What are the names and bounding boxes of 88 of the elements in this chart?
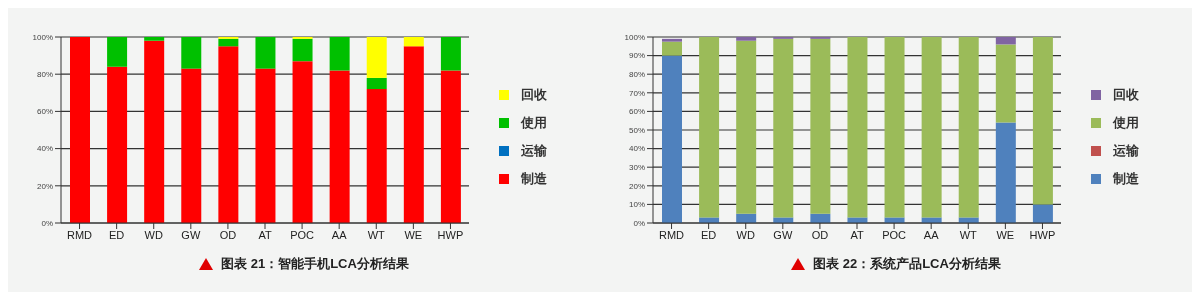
x-tick-label: OD [811,228,829,241]
y-tick-label: 100% [624,32,645,42]
x-tick-label: WD [144,228,163,241]
y-tick-label: 30% [628,163,645,173]
bar [736,40,757,214]
bar [181,68,202,223]
x-tick-label: AT [258,228,272,241]
x-tick-label: WE [404,228,423,241]
x-tick-label: HWP [437,228,464,241]
y-tick-label: 20% [628,181,645,191]
y-tick-label: 90% [628,51,645,61]
bar [440,37,461,71]
x-tick-label: OD [219,228,237,241]
legend-label: 使用 [1113,114,1139,132]
bar [107,37,128,67]
x-tick-label: AA [923,228,940,241]
x-tick-label: POC [882,228,907,241]
x-tick-label: HWP [1029,228,1056,241]
x-tick-label: WT [367,228,386,241]
legend-label: 使用 [521,114,547,132]
bar [70,37,90,223]
bar [1032,204,1053,223]
bar [958,37,979,218]
bar [144,40,165,223]
y-tick-label: 0% [633,218,645,228]
x-tick-label: ED [701,228,717,241]
bar [699,37,720,218]
bar [662,41,682,56]
bar [218,38,239,47]
bar [329,37,350,71]
x-tick-label: AT [850,228,864,241]
legend-label: 制造 [521,170,547,188]
bar [366,77,387,90]
bar [181,37,202,69]
y-tick-label: 0% [41,218,53,228]
x-tick-label: WT [959,228,978,241]
y-tick-label: 80% [36,70,53,80]
legend-label: 回收 [1113,86,1139,104]
bar [292,61,313,223]
x-tick-label: GW [181,228,201,241]
text: 图表 21：智能手机LCA分析结果 [221,255,409,273]
legend-label: 制造 [1113,170,1139,188]
x-tick-label: AA [331,228,348,241]
bar [144,37,165,41]
legend-label: 回收 [521,86,547,104]
text: 图表 22：系统产品LCA分析结果 [813,255,1001,273]
bar [884,37,905,218]
y-tick-label: 100% [32,32,53,42]
bar [995,44,1016,123]
bar [995,37,1016,45]
y-tick-label: 40% [36,144,53,154]
y-tick-label: 50% [628,125,645,135]
bar [773,38,794,218]
bar [995,122,1016,223]
y-tick-label: 60% [628,107,645,117]
x-tick-label: RMD [659,228,685,241]
y-tick-label: 40% [628,144,645,154]
x-tick-label: ED [109,228,125,241]
x-tick-label: POC [290,228,315,241]
legend-label: 运输 [1113,142,1139,160]
bar [366,37,387,78]
y-tick-label: 10% [628,200,645,210]
bar [255,37,276,69]
bar [107,66,128,223]
x-tick-label: GW [773,228,793,241]
bar [329,70,350,223]
bar [255,68,276,223]
x-tick-label: RMD [67,228,93,241]
bar [736,37,757,41]
y-tick-label: 70% [628,88,645,98]
bar [403,46,424,223]
bar [662,55,682,223]
legend-label: 运输 [521,142,547,160]
bar [218,46,239,223]
bar [662,38,682,42]
bar [366,89,387,223]
bar [292,38,313,62]
bar [1032,37,1053,205]
bar [403,37,424,47]
bar [440,70,461,223]
y-tick-label: 60% [36,107,53,117]
bar [847,37,868,218]
y-tick-label: 20% [36,181,53,191]
bar [921,37,942,218]
y-tick-label: 80% [628,70,645,80]
bar [810,38,831,214]
x-tick-label: WD [736,228,755,241]
x-tick-label: WE [996,228,1015,241]
